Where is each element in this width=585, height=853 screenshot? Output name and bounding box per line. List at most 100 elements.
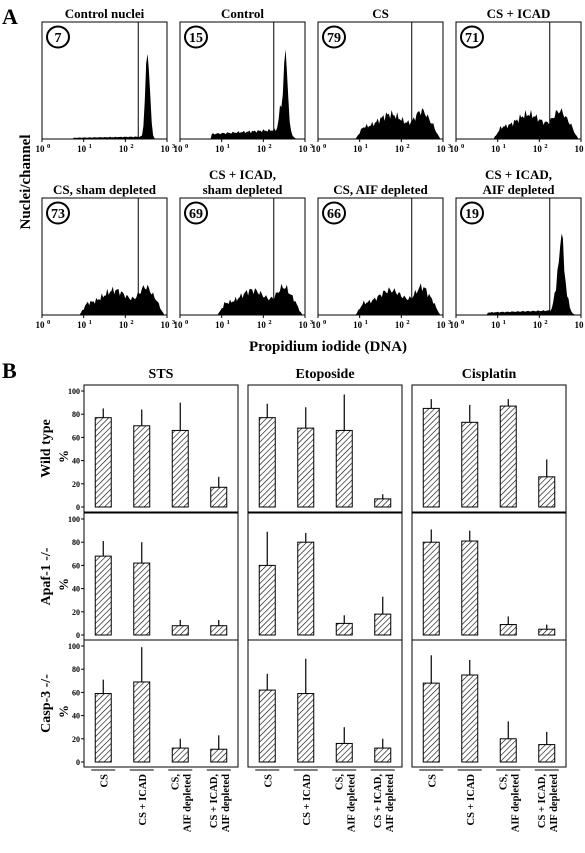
- y-tick-label: 20: [72, 735, 80, 744]
- x-tick-exponent: 3: [448, 143, 452, 150]
- x-tick-label: 10: [450, 144, 460, 154]
- bar: [499, 405, 517, 508]
- histogram-title: Control nuclei: [65, 6, 145, 21]
- x-tick-label: 10: [533, 144, 543, 154]
- panel-a-xlabel: Propidium iodide (DNA): [249, 339, 407, 355]
- y-tick-label: 40: [72, 712, 80, 721]
- x-tick-label: 10: [257, 320, 267, 330]
- category-label: CS + ICAD,: [373, 774, 384, 828]
- x-tick-label: 10: [299, 144, 309, 154]
- y-tick-label: 80: [72, 665, 80, 674]
- histogram-panel: CS + ICAD,AIF depleted19100101102103: [450, 167, 585, 330]
- circled-percentage-badge: [322, 25, 346, 49]
- y-unit-label: %: [56, 705, 71, 718]
- x-tick-exponent: 0: [185, 319, 188, 326]
- x-tick-label: 10: [491, 320, 501, 330]
- x-tick-exponent: 2: [544, 143, 547, 150]
- bar-panel: [247, 384, 403, 513]
- y-tick-label: 20: [72, 480, 80, 489]
- histogram-title: CS + ICAD: [487, 6, 551, 21]
- bar-panel: 0 20 40 60 80 100: [68, 384, 239, 513]
- x-tick-exponent: 2: [268, 143, 271, 150]
- bar: [258, 417, 276, 508]
- x-tick-exponent: 0: [185, 143, 188, 150]
- histogram-area: [180, 49, 305, 139]
- circled-percentage-badge: [46, 201, 70, 225]
- bar: [422, 682, 440, 763]
- bar: [335, 429, 353, 508]
- x-tick-exponent: 2: [130, 143, 133, 150]
- bar-panel: [247, 639, 403, 768]
- x-tick-label: 10: [575, 320, 585, 330]
- x-tick-label: 10: [119, 144, 129, 154]
- circled-percentage-badge: [460, 201, 484, 225]
- x-tick-exponent: 2: [130, 319, 133, 326]
- x-tick-label: 10: [533, 320, 543, 330]
- y-tick-label: 100: [68, 387, 80, 396]
- category-label: CS: [99, 774, 110, 788]
- x-tick-exponent: 1: [365, 143, 368, 150]
- x-tick-label: 10: [353, 320, 363, 330]
- category-label: AIF depleted: [510, 774, 521, 832]
- x-tick-label: 10: [215, 320, 225, 330]
- x-tick-exponent: 1: [503, 143, 506, 150]
- histogram-area: [456, 233, 581, 315]
- y-unit-label: %: [56, 450, 71, 463]
- category-label: AIF depleted: [221, 774, 232, 832]
- bar-panel-frame: [83, 384, 239, 513]
- y-tick-label: 100: [68, 642, 80, 651]
- x-tick-exponent: 1: [365, 319, 368, 326]
- x-tick-label: 10: [395, 320, 405, 330]
- x-tick-exponent: 3: [172, 319, 176, 326]
- bar: [422, 541, 440, 636]
- y-tick-label: 0: [76, 758, 80, 767]
- circled-percentage: 71: [465, 31, 479, 46]
- category-label: AIF depleted: [385, 774, 396, 832]
- x-tick-exponent: 1: [503, 319, 506, 326]
- category-label: CS,: [334, 774, 345, 790]
- y-tick-label: 80: [72, 538, 80, 547]
- bar-panel: [411, 512, 567, 641]
- category-label: CS + ICAD: [302, 774, 313, 826]
- x-tick-exponent: 1: [227, 319, 230, 326]
- y-tick-label: 0: [76, 503, 80, 512]
- bar-panel-frame: [83, 639, 239, 768]
- panel-a-ylabel: Nuclei/channel: [18, 134, 34, 229]
- histogram-title: CS: [372, 6, 389, 21]
- x-tick-label: 10: [174, 144, 184, 154]
- category-label: CS + ICAD,: [537, 774, 548, 828]
- circled-percentage: 7: [55, 31, 62, 46]
- x-tick-exponent: 3: [172, 143, 176, 150]
- category-label: CS + ICAD: [138, 774, 149, 826]
- y-unit-label: %: [56, 578, 71, 591]
- column-title: Etoposide: [295, 367, 354, 382]
- circled-percentage: 69: [189, 207, 203, 222]
- bar: [133, 562, 151, 636]
- x-tick-label: 10: [174, 320, 184, 330]
- bar: [133, 681, 151, 763]
- y-tick-label: 0: [76, 631, 80, 640]
- bar: [538, 628, 556, 636]
- bar: [133, 425, 151, 508]
- bar: [171, 429, 189, 508]
- bar: [499, 738, 517, 763]
- column-title: Cisplatin: [462, 367, 517, 382]
- histogram-area: [456, 108, 581, 139]
- category-label: CS,: [498, 774, 509, 790]
- histogram-area: [42, 53, 167, 139]
- y-tick-label: 20: [72, 608, 80, 617]
- histogram-area: [318, 108, 443, 139]
- bar-panel: [247, 512, 403, 641]
- circled-percentage-badge: [184, 201, 208, 225]
- x-tick-label: 10: [353, 144, 363, 154]
- bar-panel-frame: [411, 384, 567, 513]
- panel-b-letter: B: [2, 358, 17, 383]
- bar-panel-frame: [247, 384, 403, 513]
- circled-percentage-badge: [46, 25, 70, 49]
- histogram-title: sham depleted: [203, 182, 284, 197]
- bar: [94, 417, 112, 508]
